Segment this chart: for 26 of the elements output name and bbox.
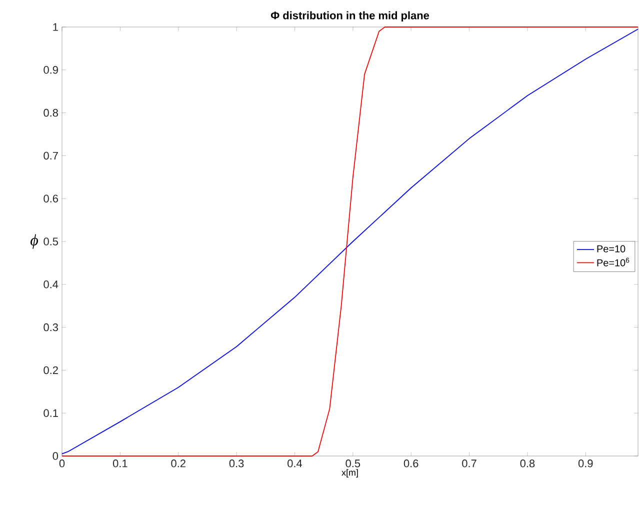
x-tick-label: 0.2 [171, 460, 186, 468]
y-tick-label: 0.5 [44, 238, 58, 246]
y-tick-label: 0.8 [44, 108, 58, 117]
y-tick-label: 0.7 [44, 152, 58, 160]
y-axis-title: ϕ [30, 234, 38, 249]
y-tick-label: 0 [52, 452, 58, 460]
y-tick-label: 0.2 [44, 366, 58, 374]
y-tick-label: 0.3 [44, 323, 58, 332]
x-tick-label: 0.9 [578, 460, 593, 468]
y-tick-label: 0.4 [44, 280, 58, 288]
x-tick-label: 0.5 [346, 460, 360, 468]
y-tick-label: 1 [53, 23, 58, 31]
x-tick-label: 0 [59, 460, 65, 468]
y-tick-label: 0.6 [44, 194, 58, 202]
x-tick-label: 0.3 [229, 460, 244, 468]
x-tick-label: 0.1 [112, 460, 128, 468]
legend-label: Pe=10 [597, 245, 626, 252]
x-tick-label: 0.7 [462, 460, 476, 468]
y-tick-label: 0.1 [44, 409, 58, 417]
x-tick-label: 0.4 [288, 460, 302, 468]
x-tick-label: 0.6 [404, 460, 418, 468]
legend-label: Pe=10$^{6}$ [597, 258, 630, 266]
chart-title: Φ distribution in the mid plane [270, 11, 430, 22]
y-tick-label: 0.9 [44, 66, 58, 74]
x-axis-title: x[m] [342, 469, 358, 478]
x-tick-label: 0.8 [520, 460, 535, 468]
